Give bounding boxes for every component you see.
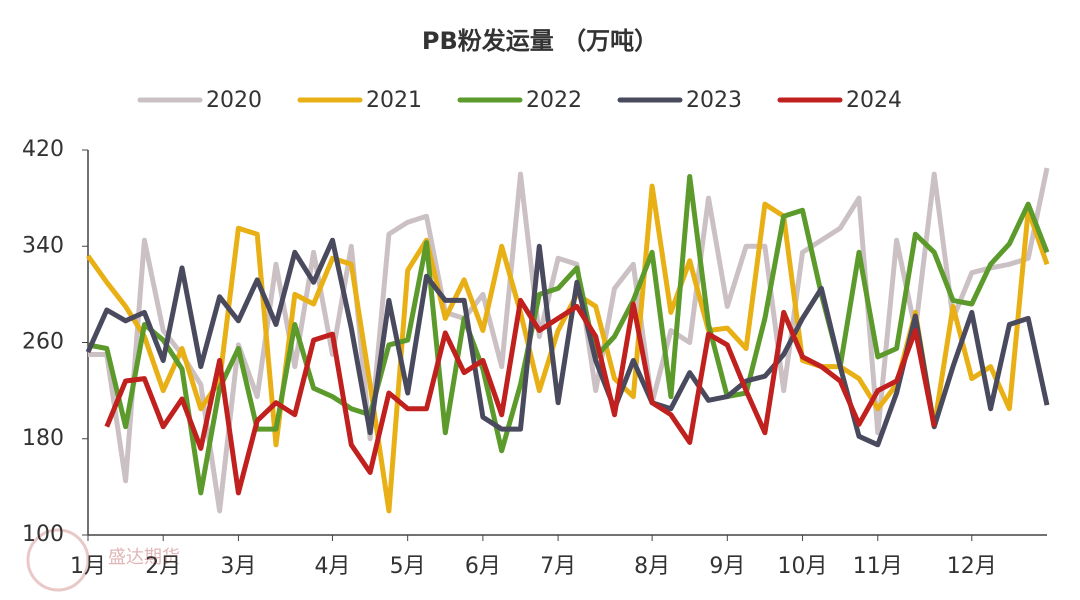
x-tick-label: 2月: [145, 554, 181, 579]
y-tick-label: 260: [22, 330, 64, 355]
series-line: [87, 174, 1050, 496]
x-tick-label: 7月: [540, 554, 576, 579]
x-tick-label: 4月: [314, 554, 350, 579]
y-tick-label: 100: [22, 522, 64, 547]
legend-label: 2020: [206, 88, 262, 113]
y-tick-label: 180: [22, 426, 64, 451]
series-line: [88, 167, 1050, 514]
x-tick-label: 9月: [709, 554, 745, 579]
x-tick-label: 10月: [778, 554, 828, 579]
x-tick-label: 12月: [947, 554, 997, 579]
series-line: [85, 237, 1050, 448]
y-tick-label: 420: [22, 137, 64, 162]
watermark: 盛达期货: [108, 547, 180, 568]
x-tick-label: 5月: [390, 554, 426, 579]
x-tick-label: 11月: [853, 554, 903, 579]
legend-label: 2024: [846, 88, 902, 113]
x-tick-label: 6月: [465, 554, 501, 579]
legend-label: 2021: [366, 88, 422, 113]
y-tick-label: 340: [22, 233, 64, 258]
watermark-logo: [26, 528, 90, 592]
x-tick-label: 8月: [634, 554, 670, 579]
legend-label: 2022: [526, 88, 582, 113]
legend-label: 2023: [686, 88, 742, 113]
x-tick-label: 3月: [220, 554, 256, 579]
x-tick-label: 1月: [70, 554, 106, 579]
chart-title: PB粉发运量 （万吨）: [422, 27, 658, 55]
series-line: [104, 297, 937, 496]
